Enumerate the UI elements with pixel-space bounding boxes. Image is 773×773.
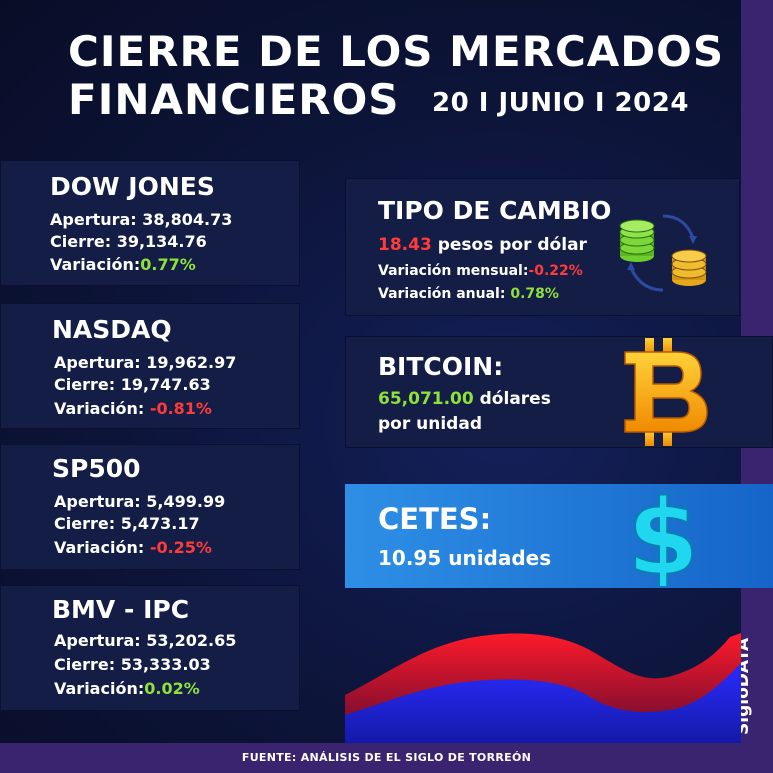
cierre-row: Cierre: 53,333.03 bbox=[54, 655, 211, 674]
card-title: NASDAQ bbox=[52, 315, 172, 344]
apertura-value: 5,499.99 bbox=[146, 492, 226, 511]
cierre-value: 39,134.76 bbox=[116, 232, 207, 251]
decorative-area-graphic bbox=[345, 633, 741, 743]
anual-value: 0.78% bbox=[510, 286, 559, 302]
card-title: BMV - IPC bbox=[52, 595, 190, 624]
bitcoin-card: BITCOIN: 65,071.00 dólares por unidad bbox=[345, 336, 773, 448]
apertura-value: 19,962.97 bbox=[146, 353, 237, 372]
mensual-row: Variación mensual:-0.22% bbox=[378, 263, 583, 279]
bitcoin-unit-row: por unidad bbox=[378, 414, 482, 434]
bitcoin-icon bbox=[624, 338, 708, 446]
bitcoin-unit-2: por unidad bbox=[378, 414, 482, 434]
card-title: BITCOIN: bbox=[378, 352, 504, 381]
cierre-row: Cierre: 19,747.63 bbox=[54, 375, 211, 394]
variacion-value: 0.77% bbox=[140, 255, 196, 274]
rate-value: 18.43 bbox=[378, 235, 432, 255]
cierre-value: 5,473.17 bbox=[120, 514, 200, 533]
title-line-2: FINANCIEROS bbox=[68, 75, 400, 124]
card-title: SP500 bbox=[52, 454, 141, 483]
mensual-value: -0.22% bbox=[528, 263, 583, 279]
apertura-value: 38,804.73 bbox=[142, 210, 233, 229]
dow-jones-card: DOW JONES Apertura: 38,804.73 Cierre: 39… bbox=[0, 160, 300, 286]
apertura-value: 53,202.65 bbox=[146, 631, 237, 650]
bitcoin-unit-1: dólares bbox=[479, 389, 551, 409]
cierre-value: 53,333.03 bbox=[120, 655, 211, 674]
source-footer: FUENTE: ANÁLISIS DE EL SIGLO DE TORREÓN bbox=[0, 743, 773, 773]
apertura-row: Apertura: 5,499.99 bbox=[54, 492, 226, 511]
card-title: CETES: bbox=[378, 502, 492, 536]
page-title: CIERRE DE LOS MERCADOS FINANCIEROS bbox=[68, 28, 724, 124]
cierre-value: 19,747.63 bbox=[120, 375, 211, 394]
anual-row: Variación anual: 0.78% bbox=[378, 286, 559, 302]
nasdaq-card: NASDAQ Apertura: 19,962.97 Cierre: 19,74… bbox=[0, 303, 300, 429]
card-title: TIPO DE CAMBIO bbox=[378, 196, 612, 225]
variacion-value: -0.25% bbox=[149, 538, 212, 557]
cierre-row: Cierre: 39,134.76 bbox=[50, 232, 207, 251]
rate-unit: pesos por dólar bbox=[437, 235, 587, 255]
bitcoin-price-row: 65,071.00 dólares bbox=[378, 389, 551, 409]
bitcoin-value: 65,071.00 bbox=[378, 389, 474, 409]
variacion-value: 0.02% bbox=[144, 679, 200, 698]
apertura-row: Apertura: 19,962.97 bbox=[54, 353, 237, 372]
svg-text:$: $ bbox=[630, 486, 696, 586]
title-line-1: CIERRE DE LOS MERCADOS bbox=[68, 27, 725, 76]
cetes-value: 10.95 unidades bbox=[378, 546, 552, 570]
rate-row: 18.43 pesos por dólar bbox=[378, 235, 587, 255]
sp500-card: SP500 Apertura: 5,499.99 Cierre: 5,473.1… bbox=[0, 444, 300, 570]
cierre-row: Cierre: 5,473.17 bbox=[54, 514, 200, 533]
variacion-value: -0.81% bbox=[149, 399, 212, 418]
apertura-row: Apertura: 53,202.65 bbox=[54, 631, 237, 650]
variacion-row: Variación: -0.25% bbox=[54, 538, 212, 557]
dollar-sign-icon: $ bbox=[630, 486, 696, 586]
apertura-row: Apertura: 38,804.73 bbox=[50, 210, 233, 229]
currency-exchange-icon bbox=[619, 214, 707, 292]
variacion-row: Variación: -0.81% bbox=[54, 399, 212, 418]
cetes-card: CETES: 10.95 unidades $ bbox=[345, 484, 773, 588]
variacion-row: Variación:0.02% bbox=[54, 679, 200, 698]
date-label: 20 I JUNIO I 2024 bbox=[432, 88, 689, 118]
tipo-cambio-card: TIPO DE CAMBIO 18.43 pesos por dólar Var… bbox=[345, 178, 740, 316]
bmv-ipc-card: BMV - IPC Apertura: 53,202.65 Cierre: 53… bbox=[0, 585, 300, 711]
card-title: DOW JONES bbox=[50, 172, 215, 201]
variacion-row: Variación:0.77% bbox=[50, 255, 196, 274]
